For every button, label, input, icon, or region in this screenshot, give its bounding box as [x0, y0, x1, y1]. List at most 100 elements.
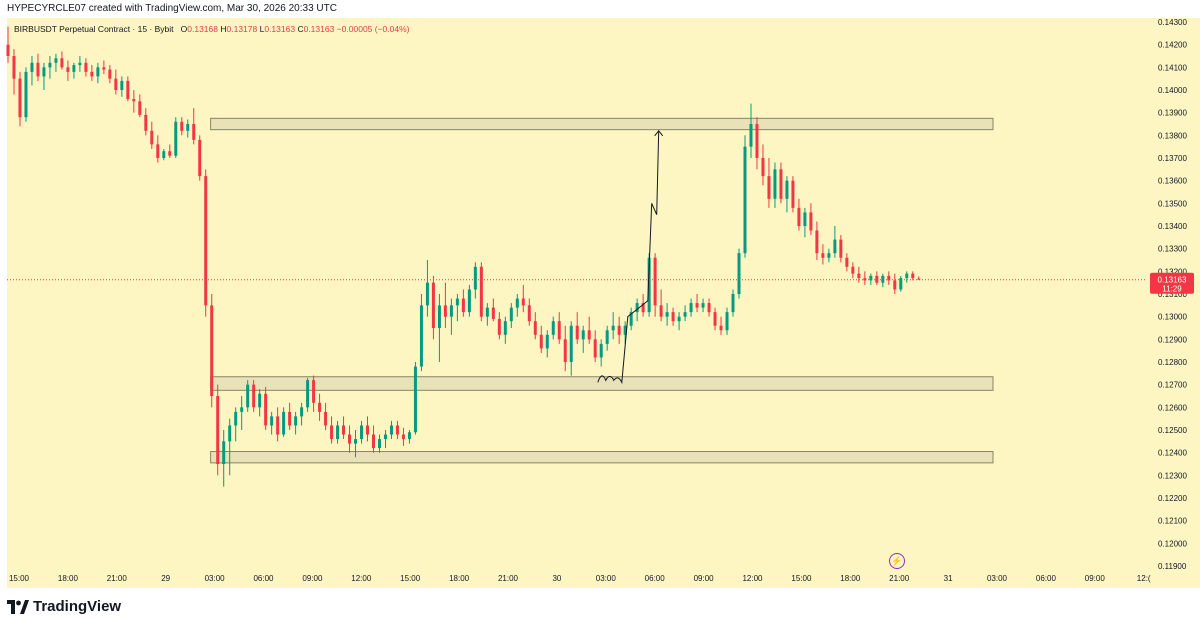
support-resistance-zone — [210, 117, 994, 131]
candle-body — [539, 334, 543, 349]
candle-body — [767, 176, 771, 199]
time-tick-label: 03:00 — [205, 574, 226, 583]
time-tick-label: 03:00 — [596, 574, 617, 583]
candle-body — [210, 305, 214, 396]
open-label: O — [180, 24, 188, 34]
candle-body — [695, 303, 699, 308]
candle-body — [258, 393, 262, 408]
time-tick-label: 18:00 — [840, 574, 861, 583]
price-tick-label: 0.13700 — [1158, 154, 1187, 163]
candle-body — [395, 425, 399, 435]
candle-body — [503, 321, 507, 335]
candle-body — [372, 434, 376, 449]
price-tick-label: 0.13600 — [1158, 177, 1187, 186]
candle-body — [707, 303, 711, 313]
candle-body — [893, 280, 897, 290]
candle-body — [78, 62, 82, 66]
candle-body — [731, 294, 735, 313]
candle-body — [30, 62, 34, 72]
candle-body — [629, 312, 633, 326]
price-tick-label: 0.12400 — [1158, 449, 1187, 458]
candle-body — [623, 325, 627, 335]
price-tick-label: 0.13100 — [1158, 290, 1187, 299]
candle-body — [881, 275, 885, 283]
candle-body — [635, 303, 639, 313]
candle-body — [120, 80, 124, 90]
candle-body — [234, 411, 238, 426]
candle-body — [282, 411, 286, 435]
support-resistance-zone — [210, 376, 994, 391]
candle-body — [413, 366, 417, 433]
symbol-name: BIRBUSDT Perpetual Contract · 15 · Bybit — [14, 24, 174, 34]
candle-body — [192, 124, 196, 140]
candle-body — [252, 384, 256, 408]
candle-body — [162, 151, 166, 158]
candle-body — [449, 305, 453, 317]
candle-body — [821, 253, 825, 258]
price-tick-label: 0.12700 — [1158, 381, 1187, 390]
candle-body — [875, 275, 879, 283]
candle-body — [617, 325, 621, 335]
time-tick-label: 12:00 — [742, 574, 763, 583]
candle-body — [306, 380, 310, 408]
plot-area[interactable] — [7, 18, 1146, 568]
candle-body — [479, 266, 483, 317]
candle-body — [312, 380, 316, 403]
tradingview-logo-icon — [7, 599, 29, 614]
change-value: −0.00005 (−0.04%) — [336, 24, 410, 34]
candle-body — [611, 325, 615, 331]
price-tag-countdown: 11:29 — [1162, 285, 1182, 294]
candle-body — [24, 71, 28, 118]
candle-body — [791, 180, 795, 208]
time-tick-label: 15:00 — [400, 574, 421, 583]
candle-body — [605, 330, 609, 344]
candle-body — [587, 330, 591, 340]
candle-body — [36, 62, 40, 77]
candle-body — [761, 158, 765, 177]
candle-body — [354, 439, 358, 444]
candle-body — [180, 121, 184, 131]
chart-header: HYPECYRCLE07 created with TradingView.co… — [0, 0, 1200, 18]
candle-body — [665, 312, 669, 317]
price-tag-value: 0.13163 — [1158, 276, 1187, 285]
candle-body — [389, 425, 393, 435]
candle-body — [857, 273, 861, 279]
candle-body — [869, 275, 873, 281]
candle-body — [12, 56, 16, 79]
time-tick-label: 21:00 — [107, 574, 128, 583]
candle-body — [443, 305, 447, 317]
candle-body — [48, 62, 52, 68]
candle-body — [330, 425, 334, 440]
candle-body — [515, 298, 519, 308]
time-axis[interactable] — [7, 568, 1200, 588]
candle-body — [473, 266, 477, 290]
candle-body — [84, 62, 88, 72]
candle-body — [60, 58, 64, 68]
candle-body — [144, 114, 148, 131]
candle-body — [114, 78, 118, 90]
candle-body — [641, 303, 645, 313]
candle-body — [521, 298, 525, 306]
candle-body — [132, 99, 136, 102]
candle-body — [569, 325, 573, 362]
candle-body — [18, 78, 22, 118]
candle-body — [270, 416, 274, 426]
price-tick-label: 0.12200 — [1158, 494, 1187, 503]
candle-body — [383, 434, 387, 440]
time-tick-label: 21:00 — [498, 574, 519, 583]
candle-body — [743, 146, 747, 254]
candle-body — [342, 425, 346, 435]
candle-body — [348, 434, 352, 444]
price-tick-label: 0.12300 — [1158, 471, 1187, 480]
time-tick-label: 12:00 — [351, 574, 372, 583]
candle-body — [803, 212, 807, 226]
price-tick-label: 0.13300 — [1158, 245, 1187, 254]
lightning-icon[interactable]: ⚡ — [889, 553, 905, 569]
candle-body — [461, 298, 465, 313]
time-tick-label: 09:00 — [694, 574, 715, 583]
close-value: 0.13163 — [303, 24, 335, 34]
price-tick-label: 0.13500 — [1158, 199, 1187, 208]
time-tick-label: 18:00 — [58, 574, 79, 583]
candle-body — [455, 298, 459, 306]
